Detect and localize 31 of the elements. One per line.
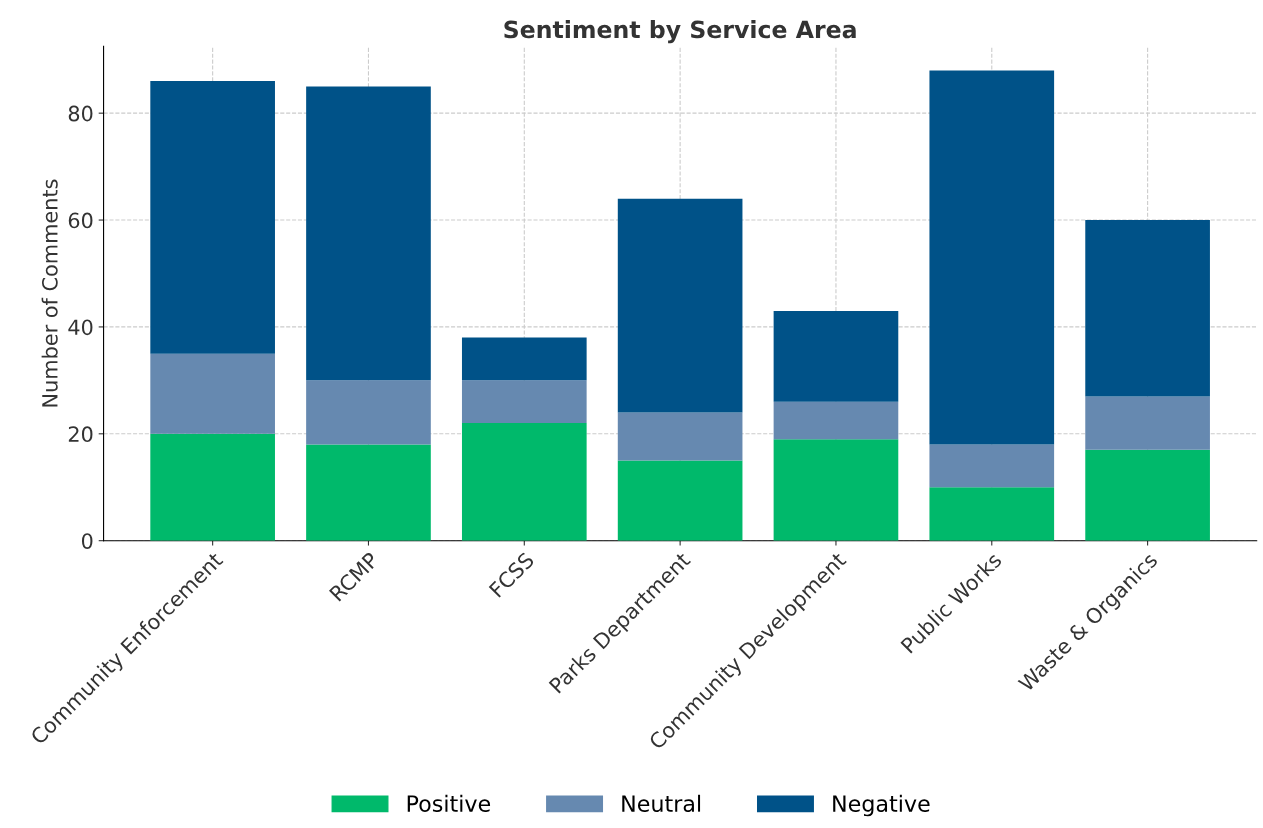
bar	[306, 444, 431, 541]
y-tick-label: 80	[68, 105, 93, 122]
legend-label: Negative	[833, 794, 930, 817]
bar	[1085, 396, 1210, 450]
bar	[150, 353, 275, 434]
bar	[461, 423, 587, 541]
bar	[773, 401, 899, 440]
bar	[1085, 220, 1210, 397]
bar	[150, 433, 275, 541]
legend-label: Neutral	[622, 794, 701, 812]
bar	[1085, 449, 1210, 541]
bar	[150, 81, 275, 354]
bar	[929, 444, 1055, 488]
bar	[773, 310, 899, 402]
bar	[306, 380, 431, 445]
bar	[461, 337, 587, 381]
bar	[929, 487, 1055, 541]
bar	[461, 380, 587, 424]
y-tick-label: 40	[68, 319, 93, 336]
bar	[617, 412, 743, 461]
bar	[617, 460, 743, 541]
y-axis-title: Number of Comments	[41, 179, 58, 407]
y-tick-label: 60	[68, 212, 93, 229]
chart-title: Sentiment by Service Area	[504, 20, 856, 44]
legend-label: Positive	[407, 794, 491, 812]
bar	[773, 439, 899, 541]
y-tick-label: 0	[81, 533, 93, 549]
y-tick-label: 20	[68, 426, 93, 443]
bar	[617, 198, 743, 413]
bar	[306, 86, 431, 381]
bar	[929, 70, 1055, 445]
